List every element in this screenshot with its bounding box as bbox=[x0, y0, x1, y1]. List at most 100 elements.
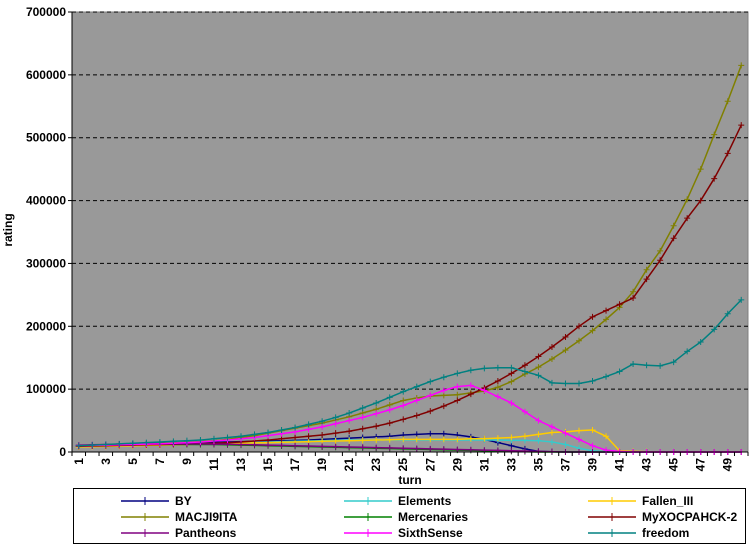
data-point bbox=[427, 392, 434, 399]
x-tick-label: 1 bbox=[72, 458, 86, 465]
data-point bbox=[521, 448, 528, 455]
data-point bbox=[670, 359, 677, 366]
data-point bbox=[386, 406, 393, 413]
data-point bbox=[427, 445, 434, 452]
data-point bbox=[603, 373, 610, 380]
data-point bbox=[589, 327, 596, 334]
y-tick-label: 200000 bbox=[26, 319, 66, 333]
data-point bbox=[535, 353, 542, 360]
data-point bbox=[454, 397, 461, 404]
data-point bbox=[319, 423, 326, 430]
x-tick-label: 39 bbox=[586, 458, 600, 472]
data-point bbox=[562, 333, 569, 340]
data-point bbox=[238, 441, 244, 448]
data-point bbox=[386, 436, 393, 443]
x-tick-label: 37 bbox=[558, 458, 572, 472]
data-point bbox=[535, 372, 542, 379]
data-point bbox=[697, 197, 704, 204]
data-point bbox=[494, 393, 501, 400]
data-point bbox=[630, 295, 637, 301]
data-point bbox=[305, 426, 312, 433]
data-point bbox=[521, 408, 528, 415]
data-point bbox=[494, 384, 501, 391]
data-point bbox=[332, 443, 339, 450]
data-point bbox=[454, 446, 461, 453]
data-point bbox=[562, 380, 569, 387]
data-point bbox=[440, 374, 447, 381]
data-point bbox=[116, 440, 123, 447]
data-point bbox=[711, 175, 718, 182]
legend-swatch bbox=[121, 529, 169, 537]
data-point bbox=[386, 420, 393, 427]
data-point bbox=[603, 307, 610, 314]
data-point bbox=[129, 440, 136, 447]
data-point bbox=[156, 438, 163, 445]
data-point bbox=[427, 378, 434, 385]
x-tick-label: 47 bbox=[694, 458, 708, 472]
legend: BY Elements Fallen_III MACJI9ITA Mercenaries… bbox=[73, 488, 746, 544]
data-point bbox=[359, 437, 366, 444]
data-point bbox=[576, 337, 582, 344]
data-point bbox=[711, 326, 718, 333]
plot-area bbox=[71, 11, 749, 453]
legend-label: Mercenaries bbox=[398, 510, 469, 524]
data-point bbox=[657, 257, 664, 264]
data-point bbox=[548, 429, 555, 436]
data-point bbox=[400, 397, 407, 404]
data-point bbox=[724, 310, 731, 317]
data-point bbox=[373, 444, 380, 451]
data-point bbox=[616, 301, 623, 308]
data-point bbox=[603, 316, 610, 323]
y-tick-label: 100000 bbox=[26, 382, 66, 396]
data-point bbox=[697, 166, 704, 173]
data-point bbox=[535, 417, 542, 424]
data-point bbox=[440, 387, 447, 394]
data-point bbox=[346, 428, 353, 435]
data-point bbox=[305, 421, 312, 428]
data-point bbox=[278, 427, 285, 433]
data-point bbox=[684, 348, 691, 355]
x-tick-label: 15 bbox=[261, 458, 275, 472]
data-point bbox=[508, 442, 515, 449]
data-point bbox=[427, 408, 434, 415]
data-point bbox=[738, 122, 745, 129]
data-point bbox=[589, 442, 596, 449]
y-tick-label: 0 bbox=[59, 445, 66, 459]
x-axis-label: turn bbox=[398, 473, 421, 487]
legend-swatch bbox=[588, 529, 636, 537]
x-tick-label: 41 bbox=[613, 458, 627, 472]
data-point bbox=[170, 438, 177, 445]
data-point bbox=[292, 424, 299, 431]
data-point bbox=[400, 445, 407, 452]
data-point bbox=[481, 435, 488, 442]
data-point bbox=[332, 438, 339, 444]
data-point bbox=[400, 416, 407, 423]
data-point bbox=[238, 433, 244, 440]
legend-label: MyXOCPAHCK-2 bbox=[642, 510, 738, 524]
data-point bbox=[332, 414, 339, 421]
data-point bbox=[346, 437, 353, 444]
data-point bbox=[616, 368, 623, 375]
data-point bbox=[576, 380, 582, 387]
data-point bbox=[548, 355, 555, 362]
data-point bbox=[508, 378, 515, 385]
data-point bbox=[684, 196, 691, 203]
data-point bbox=[332, 430, 339, 437]
data-point bbox=[413, 383, 420, 390]
legend-label: freedom bbox=[642, 526, 690, 540]
data-point bbox=[494, 364, 501, 371]
x-tick-label: 25 bbox=[396, 458, 410, 472]
legend-swatch bbox=[121, 513, 169, 521]
legend-swatch bbox=[588, 497, 636, 505]
data-point bbox=[359, 405, 366, 411]
data-point bbox=[630, 288, 637, 295]
data-point bbox=[373, 423, 380, 430]
data-point bbox=[467, 391, 474, 398]
data-point bbox=[305, 443, 312, 450]
data-point bbox=[346, 417, 353, 424]
x-tick-label: 17 bbox=[288, 458, 302, 472]
x-tick-label: 19 bbox=[315, 458, 329, 472]
data-point bbox=[292, 434, 299, 441]
data-point bbox=[603, 433, 610, 440]
